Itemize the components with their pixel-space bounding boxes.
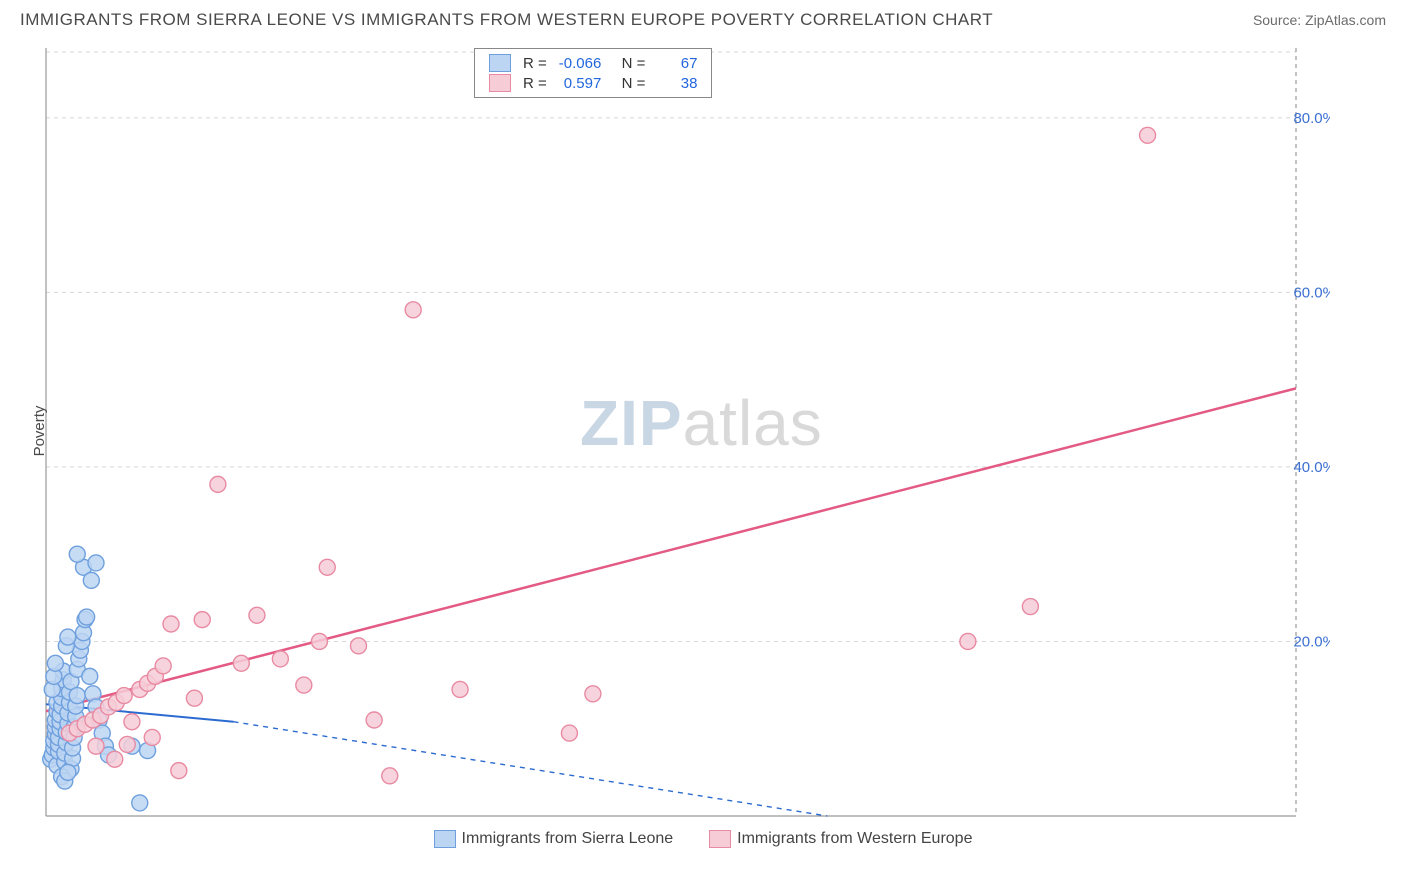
chart-area: Poverty ZIPatlas 20.0%40.0%60.0%80.0%0.0… bbox=[20, 36, 1386, 826]
y-axis-label: Poverty bbox=[31, 406, 48, 457]
chart-header: IMMIGRANTS FROM SIERRA LEONE VS IMMIGRAN… bbox=[0, 0, 1406, 36]
chart-source: Source: ZipAtlas.com bbox=[1253, 12, 1386, 28]
svg-text:40.0%: 40.0% bbox=[1293, 459, 1330, 476]
svg-text:20.0%: 20.0% bbox=[1293, 633, 1330, 650]
svg-text:80.0%: 80.0% bbox=[1293, 110, 1330, 127]
scatter-plot: 20.0% 40.0% 60.0% 80.0% 0.0% 80.0% bbox=[20, 36, 1330, 826]
svg-text:60.0%: 60.0% bbox=[1293, 284, 1330, 301]
chart-title: IMMIGRANTS FROM SIERRA LEONE VS IMMIGRAN… bbox=[20, 10, 993, 30]
svg-text:80.0%: 80.0% bbox=[1253, 823, 1296, 826]
correlation-legend: R =-0.066 N =67 R =0.597 N =38 bbox=[474, 48, 712, 98]
legend-item: Immigrants from Western Europe bbox=[709, 830, 972, 848]
series-legend: Immigrants from Sierra Leone Immigrants f… bbox=[0, 830, 1406, 848]
svg-text:0.0%: 0.0% bbox=[52, 823, 86, 826]
legend-item: Immigrants from Sierra Leone bbox=[434, 830, 674, 848]
